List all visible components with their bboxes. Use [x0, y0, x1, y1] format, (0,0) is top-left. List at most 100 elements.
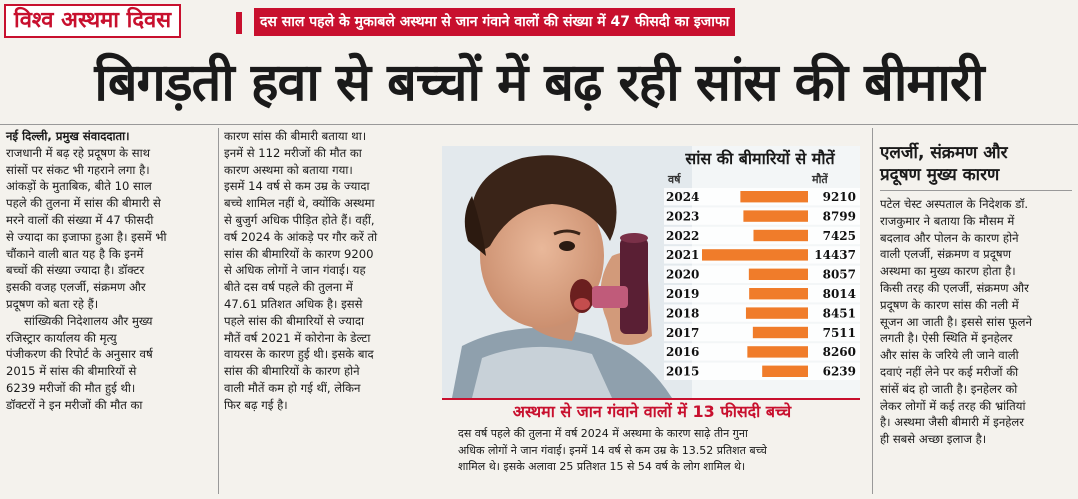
text-line: बदलाव और पोलन के कारण होने: [880, 230, 1019, 245]
dateline: नई दिल्ली, प्रमुख संवाददाता।: [6, 129, 130, 143]
y-axis-label: मौतें: [812, 173, 828, 186]
text-line: और सांस के जरिये ली जाने वाली: [880, 348, 1019, 363]
deaths-bar-chart: 2024 9210 2023 8799 2022 7425 2021 14437 2020 805…: [664, 188, 860, 380]
chart-category-label: 2023: [666, 209, 699, 223]
text-line: बीते दस वर्ष पहले की तुलना में: [224, 280, 353, 295]
text-line: कारण सांस की बीमारी बताया था।: [224, 129, 367, 143]
chart-category-label: 2016: [666, 345, 699, 359]
chart-value-label: 7425: [823, 229, 856, 243]
article-column-3: पटेल चेस्ट अस्पताल के निदेशक डॉ. राजकुमा…: [880, 196, 1074, 448]
text-line: सांस की बीमारियों के कारण 9200: [224, 246, 374, 261]
headline: बिगड़ती हवा से बच्चों में बढ़ रही सांस क…: [94, 53, 984, 113]
chart-bar: [749, 288, 808, 300]
text-line: पहले की तुलना में सांस की बीमारी से: [6, 196, 161, 211]
caption-title: अस्थमा से जान गंवाने वालों में 13 फीसदी …: [512, 402, 792, 421]
chart-bar: [752, 326, 808, 339]
text-line: 2015 में सांस की बीमारियों से: [6, 364, 137, 379]
chart-value-label: 8451: [823, 306, 856, 320]
text-line: से बुजुर्ग अधिक पीड़ित होते हैं। वहीं,: [224, 212, 375, 227]
text-line: वाली एलर्जी, संक्रमण व प्रदूषण: [880, 247, 1011, 262]
headline-rule: [0, 124, 1078, 125]
text-line: वाली मौतें कम हो गई थीं, लेकिन: [224, 380, 361, 395]
text-line: वर्ष 2024 के आंकड़े पर गौर करें तो: [224, 229, 378, 244]
chart-value-label: 14437: [814, 248, 856, 262]
text-line: मौतें वर्ष 2021 में कोरोना के डेल्टा: [224, 330, 371, 345]
text-line: राजधानी में बढ़ रहे प्रदूषण के साथ: [6, 145, 150, 160]
text-line: चौंकाने वाली बात यह है कि इनमें: [6, 246, 144, 261]
text-line: इसकी वजह एलर्जी, संक्रमण और: [6, 280, 146, 295]
text-line: इसमें 14 वर्ष से कम उम्र के ज्यादा: [224, 179, 370, 194]
text-line: है। अस्थमा जैसी बीमारी में इनहेलर: [880, 415, 1025, 430]
chart-category-label: 2017: [666, 326, 699, 340]
caption-text: दस वर्ष पहले की तुलना में वर्ष 2024 में …: [458, 426, 854, 476]
section-tag: विश्व अस्थमा दिवस: [4, 4, 182, 38]
article-column-2: कारण सांस की बीमारी बताया था। इनमें से 1…: [224, 128, 432, 414]
chart-category-label: 2021: [666, 248, 699, 262]
chart-value-label: 7511: [823, 326, 856, 340]
text-line: से अधिक लोगों ने जान गंवाई। यह: [224, 263, 366, 278]
text-line: वायरस के कारण हुई थी। इसके बाद: [224, 347, 374, 362]
caption-box: [442, 398, 860, 488]
sidebar-heading-line: प्रदूषण मुख्य कारण: [880, 165, 1000, 185]
chart-bar: [740, 191, 808, 203]
heading-rule: [880, 190, 1072, 191]
text-line: पहले सांस की बीमारियों से ज्यादा: [224, 313, 364, 328]
text-line: 6239 मरीजों की मौत हुई थी।: [6, 380, 136, 395]
inhaler-icon: [620, 238, 648, 334]
chart-value-label: 8260: [823, 345, 856, 359]
text-line: सांसों पर संकट भी गहराने लगा है।: [6, 162, 150, 177]
chart-bar: [762, 365, 808, 377]
text-line: प्रदूषण को बता रहे हैं।: [6, 296, 99, 311]
chart-bar: [743, 210, 808, 222]
text-line: 47.61 प्रतिशत अधिक है। इससे: [224, 296, 363, 311]
chart-title: सांस की बीमारियों से मौतें: [685, 149, 835, 168]
text-line: आंकड़ों के मुताबिक, बीते 10 साल: [6, 179, 152, 194]
text-line: मरने वालों की संख्या में 47 फीसदी: [6, 212, 154, 227]
chart-row-bg: [664, 362, 860, 380]
sidebar-heading-line: एलर्जी, संक्रमण और: [880, 143, 1008, 163]
text-line: प्रदूषण के कारण सांस की नली में: [880, 297, 1019, 312]
text-line: ही सबसे अच्छा इलाज है।: [880, 432, 987, 447]
chart-value-label: 6239: [823, 365, 856, 379]
text-line: राजकुमार ने बताया कि मौसम में: [880, 213, 1015, 228]
chart-category-label: 2020: [666, 268, 699, 282]
chart-bar: [702, 249, 808, 261]
text-line: बच्चे शामिल नहीं थे, क्योंकि अस्थमा: [224, 196, 375, 211]
text-line: अधिक लोगों ने जान गंवाई। इनमें 14 वर्ष स…: [458, 443, 767, 457]
text-line: लगती है। ऐसी स्थिति में इनहेलर: [880, 331, 1013, 346]
chart-bar: [747, 346, 808, 358]
chart-category-label: 2024: [666, 190, 699, 204]
text-line: पंजीकरण की रिपोर्ट के अनुसार वर्ष: [6, 347, 153, 362]
chart-category-label: 2022: [666, 229, 699, 243]
column-rule: [872, 128, 873, 494]
text-line: पटेल चेस्ट अस्पताल के निदेशक डॉ.: [880, 197, 1029, 211]
text-line: फिर बढ़ गई है।: [224, 397, 288, 412]
chart-value-label: 8014: [823, 287, 856, 301]
text-line: कारण अस्थमा को बताया गया।: [224, 162, 353, 177]
text-line: सांसें बंद हो जाती है। इनहेलर को: [880, 381, 1018, 396]
text-line: बच्चों की संख्या ज्यादा है। डॉक्टर: [6, 263, 145, 278]
chart-bar: [748, 268, 808, 280]
text-line: शामिल थे। इसके अलावा 25 प्रतिशत 15 से 54…: [458, 460, 746, 473]
chart-bar: [753, 229, 808, 242]
column-rule: [218, 128, 219, 494]
text-line: लेकर लोगों में कई तरह की भ्रांतियां: [880, 398, 1026, 413]
chart-value-label: 8057: [823, 268, 856, 282]
text-line: डॉक्टरों ने इन मरीजों की मौत का: [6, 397, 143, 412]
text-line: से ज्यादा का इजाफा हुआ है। इसमें भी: [6, 229, 167, 244]
text-line: अस्थमा का मुख्य कारण होता है।: [880, 264, 1016, 279]
text-line: रजिस्ट्रार कार्यालय की मृत्यु: [6, 330, 117, 345]
article-column-1: नई दिल्ली, प्रमुख संवाददाता। राजधानी में…: [6, 128, 214, 414]
chart-bar: [745, 307, 808, 319]
text-line: इनमें से 112 मरीजों की मौत का: [224, 145, 362, 160]
text-line: दस वर्ष पहले की तुलना में वर्ष 2024 में …: [458, 427, 748, 440]
chart-category-label: 2015: [666, 365, 699, 379]
chart-category-label: 2019: [666, 287, 699, 301]
text-line: दवाएं नहीं लेने पर कई मरीजों की: [880, 364, 1019, 379]
subheadline: दस साल पहले के मुकाबले अस्थमा से जान गंव…: [254, 8, 736, 36]
text-line: सूजन आ जाती है। इससे सांस फूलने: [880, 314, 1032, 329]
text-line: सांख्यिकी निदेशालय और मुख्य: [24, 313, 153, 328]
chart-value-label: 9210: [823, 190, 856, 204]
chart-category-label: 2018: [666, 306, 699, 320]
sidebar-heading: एलर्जी, संक्रमण और प्रदूषण मुख्य कारण: [880, 142, 1074, 186]
